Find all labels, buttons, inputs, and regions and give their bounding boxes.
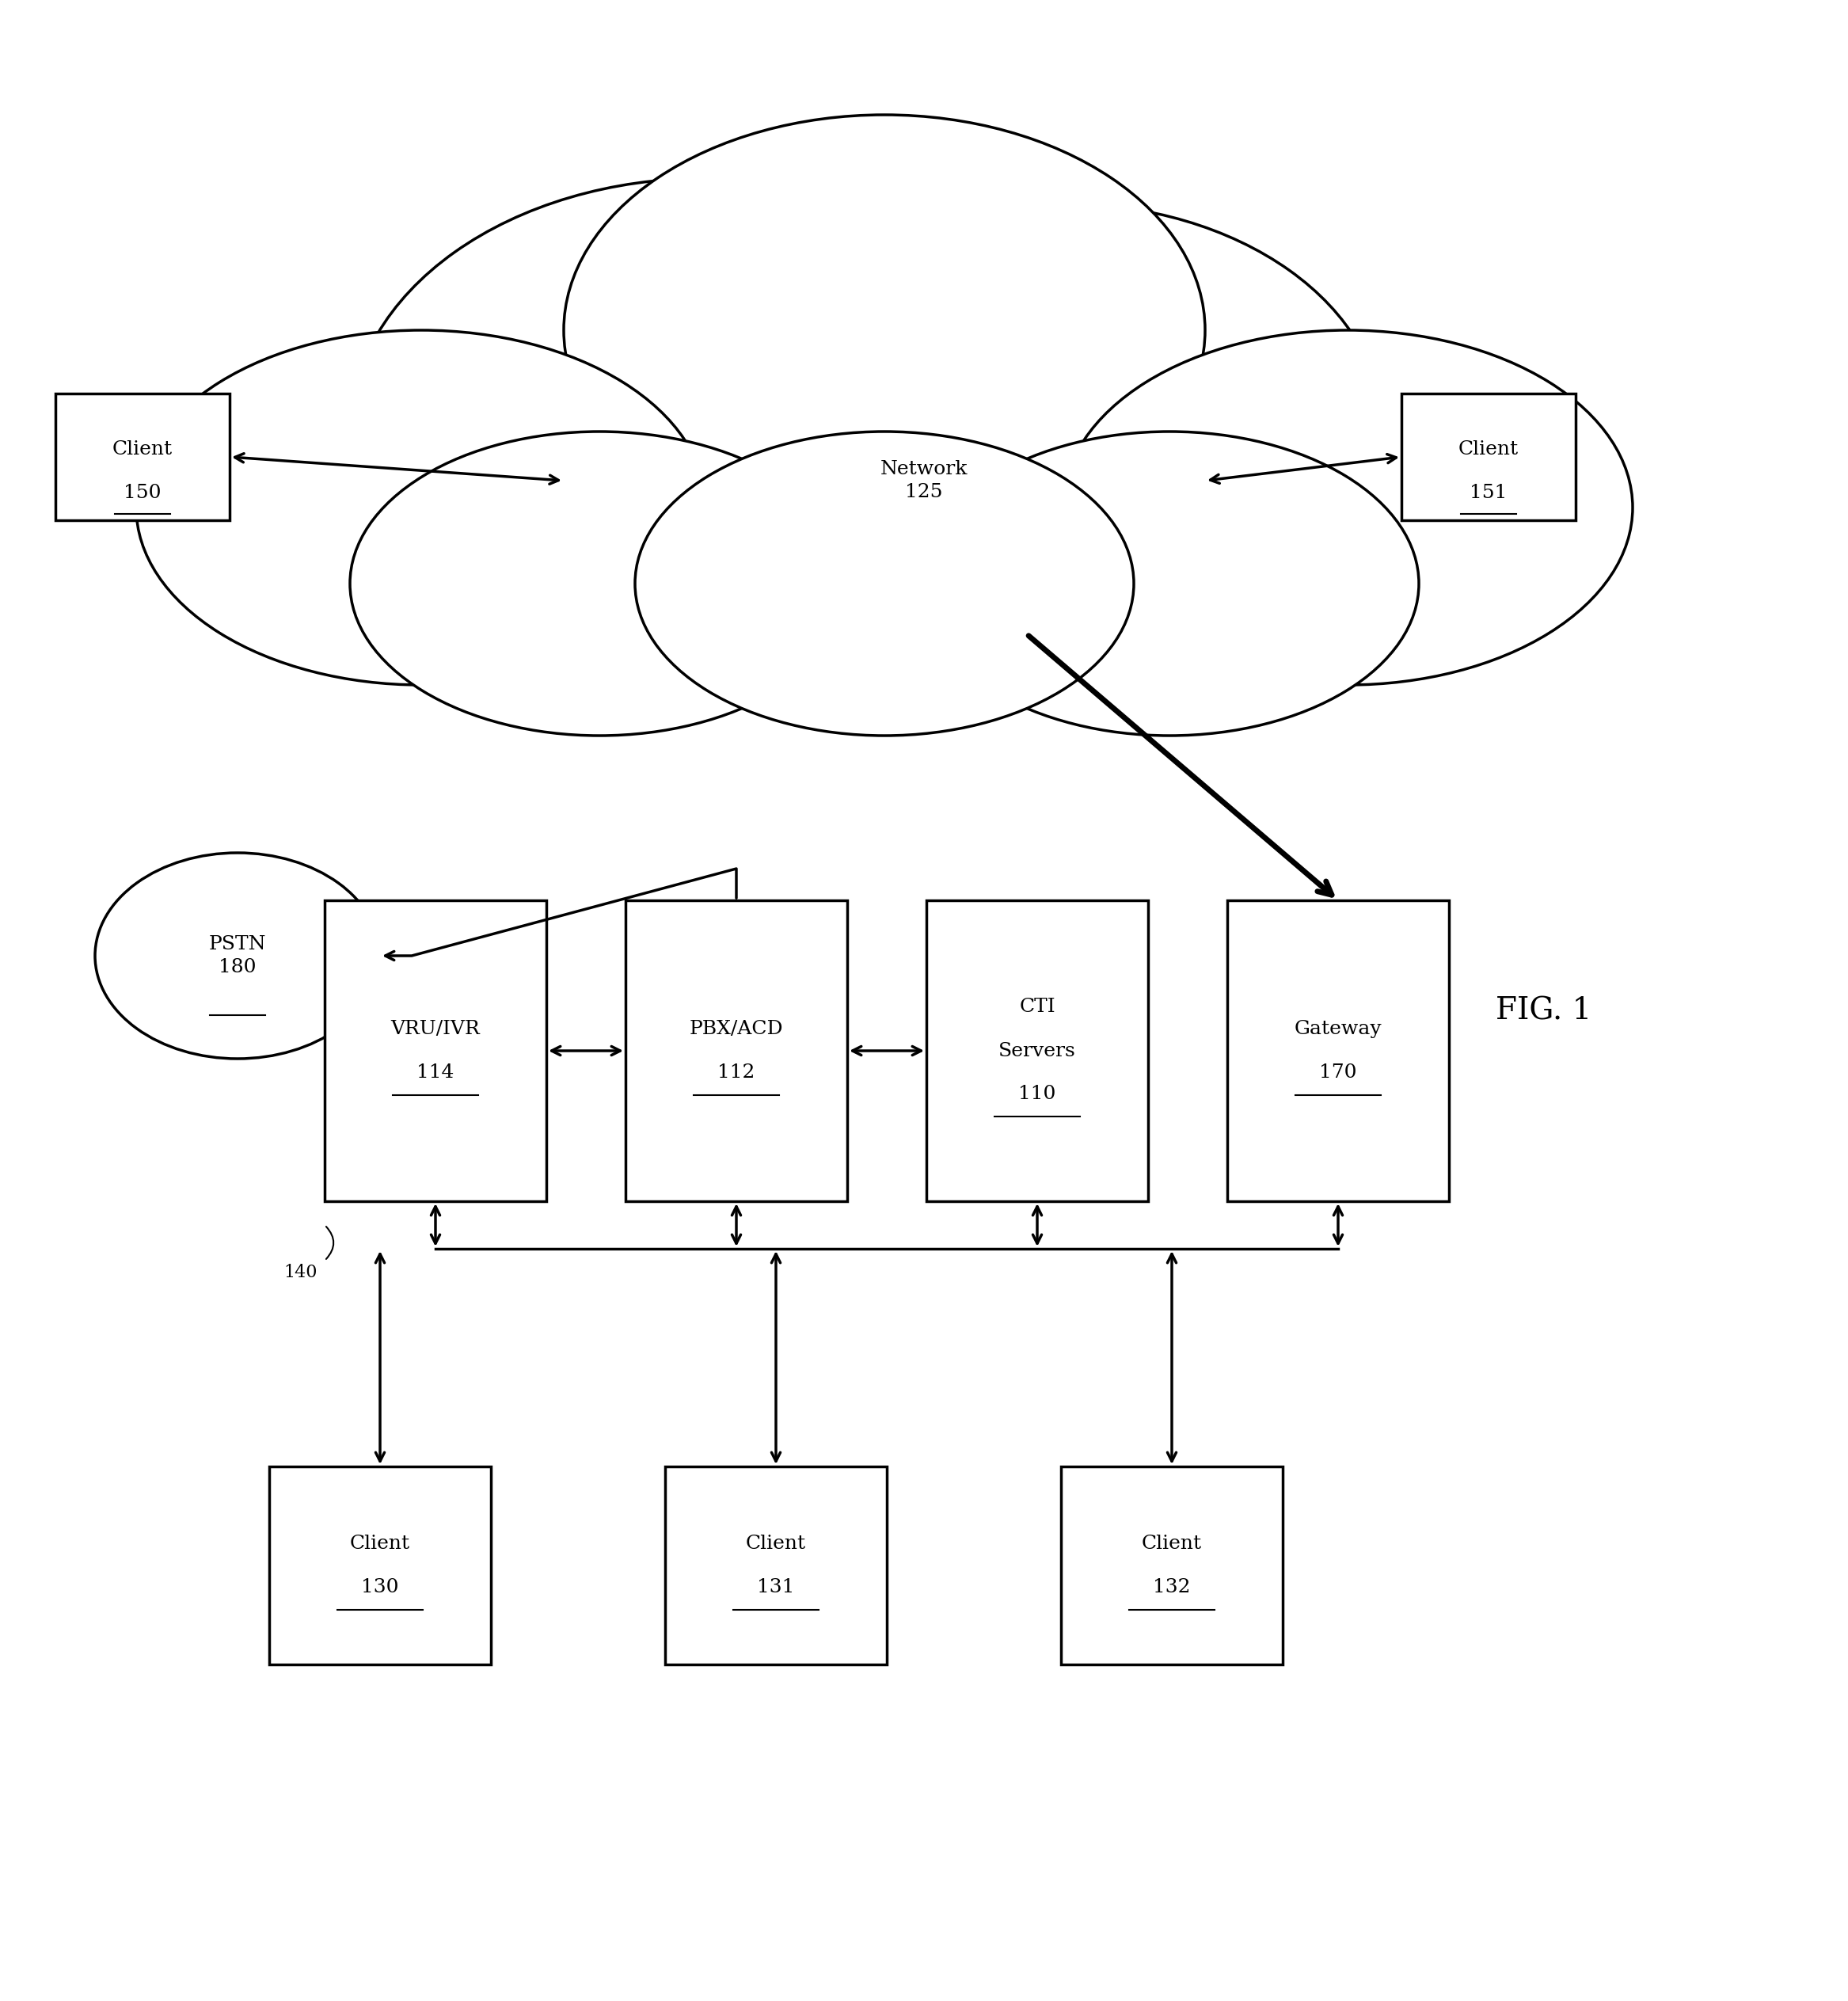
Bar <box>55 394 229 520</box>
Text: Client: Client <box>1458 440 1519 458</box>
Text: Gateway: Gateway <box>1294 1021 1382 1039</box>
Bar <box>926 900 1148 1201</box>
Ellipse shape <box>94 852 381 1059</box>
Text: Client: Client <box>349 1535 410 1553</box>
Text: Client: Client <box>747 1535 806 1553</box>
Ellipse shape <box>636 432 1135 736</box>
Ellipse shape <box>349 178 1063 684</box>
Bar <box>1401 394 1576 520</box>
Text: PSTN
180: PSTN 180 <box>209 934 266 976</box>
Ellipse shape <box>1063 330 1632 684</box>
Text: 140: 140 <box>285 1265 318 1281</box>
Text: 132: 132 <box>1153 1579 1190 1597</box>
Text: 110: 110 <box>1018 1085 1055 1103</box>
Bar <box>665 1467 887 1665</box>
Text: Client: Client <box>1142 1535 1201 1553</box>
Ellipse shape <box>920 432 1419 736</box>
Text: 131: 131 <box>758 1579 795 1597</box>
Bar <box>325 900 547 1201</box>
Text: FIG. 1: FIG. 1 <box>1497 996 1591 1027</box>
Text: PBX/ACD: PBX/ACD <box>689 1021 784 1039</box>
Text: 112: 112 <box>717 1063 756 1083</box>
Ellipse shape <box>349 432 848 736</box>
Text: 150: 150 <box>124 484 161 502</box>
Bar <box>625 900 846 1201</box>
Text: Servers: Servers <box>998 1043 1076 1061</box>
Bar <box>1227 900 1449 1201</box>
Text: VRU/IVR: VRU/IVR <box>390 1021 480 1039</box>
Bar <box>1061 1467 1283 1665</box>
Text: CTI: CTI <box>1018 998 1055 1017</box>
Text: Network
125: Network 125 <box>880 460 968 500</box>
Text: 170: 170 <box>1319 1063 1356 1083</box>
Text: 151: 151 <box>1469 484 1508 502</box>
Text: Client: Client <box>113 440 172 458</box>
Ellipse shape <box>564 114 1205 546</box>
Text: 130: 130 <box>360 1579 399 1597</box>
Text: 114: 114 <box>416 1063 455 1083</box>
Bar <box>270 1467 492 1665</box>
Ellipse shape <box>741 204 1384 660</box>
Ellipse shape <box>137 330 706 684</box>
